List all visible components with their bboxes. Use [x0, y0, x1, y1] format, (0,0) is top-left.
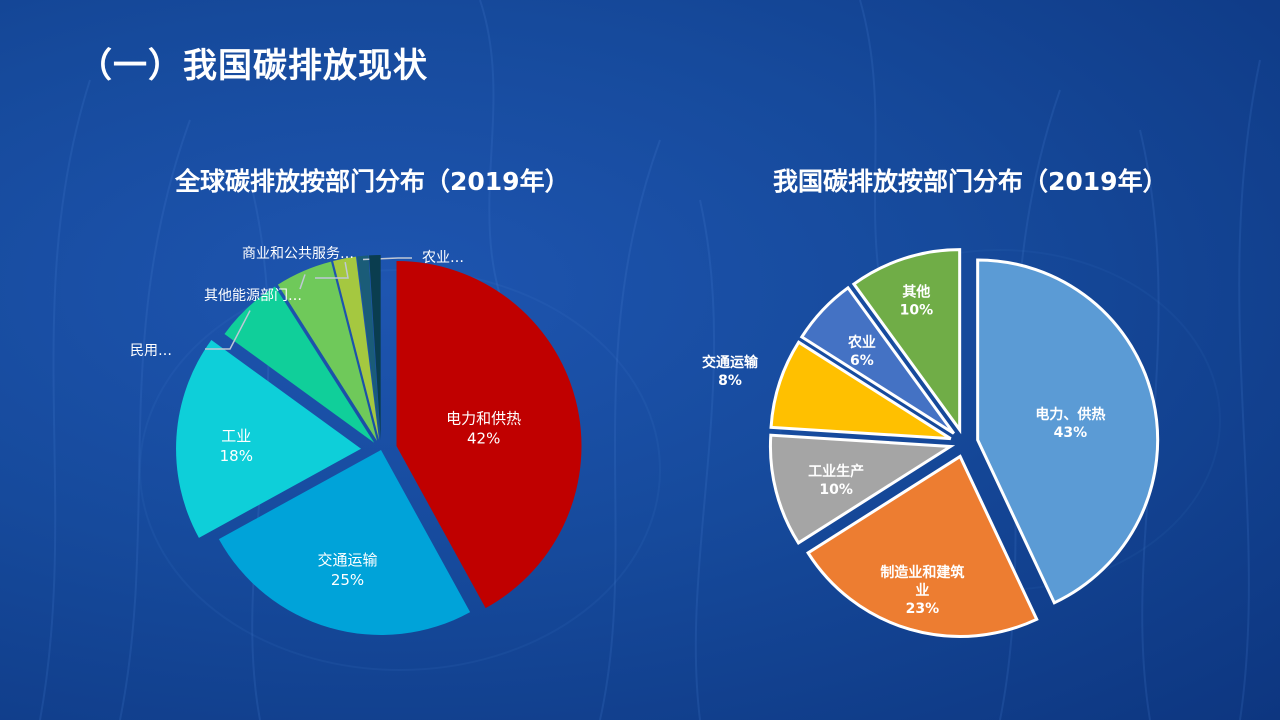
- global-label-2: 工业 18%: [220, 427, 253, 465]
- china-slice-5: [851, 248, 962, 435]
- china-label-0: 电力、供热 43%: [1035, 406, 1105, 441]
- global-label-1: 交通运输 25%: [318, 551, 378, 589]
- china-slice-0: [976, 258, 1160, 605]
- global-slice-4: [277, 261, 378, 441]
- china-chart-title: 我国碳排放按部门分布（2019年）: [773, 167, 1168, 196]
- global-leader-5: [315, 261, 349, 279]
- global-slice-0: [396, 261, 582, 609]
- global-outside-label-4: 其他能源部门…: [204, 288, 302, 304]
- global-slice-3: [224, 286, 375, 443]
- china-slice-1: [806, 454, 1039, 638]
- global-slice-5: [333, 256, 380, 441]
- global-chart-title: 全球碳排放按部门分布（2019年）: [175, 167, 570, 196]
- global-slice-6: [356, 255, 381, 441]
- china-label-4: 农业 6%: [847, 334, 876, 369]
- global-outside-label-6: 农业…: [422, 250, 464, 266]
- global-label-0: 电力和供热 42%: [446, 410, 521, 448]
- slide-title: （一）我国碳排放现状: [78, 46, 428, 86]
- global-slice-2: [176, 340, 362, 538]
- global-slice-7: [369, 255, 381, 441]
- global-outside-label-5: 商业和公共服务…: [242, 246, 354, 262]
- china-label-1: 制造业和建筑业 23%: [880, 564, 964, 617]
- global-leader-4: [299, 274, 306, 290]
- global-slice-1: [218, 450, 471, 636]
- global-leader-3: [205, 310, 251, 350]
- china-label-3: 交通运输 8%: [702, 354, 759, 389]
- china-label-2: 工业生产 10%: [808, 463, 864, 498]
- china-slice-2: [768, 433, 956, 546]
- china-slice-3: [769, 340, 952, 441]
- global-outside-label-3: 民用…: [130, 343, 172, 359]
- china-label-5: 其他 10%: [900, 284, 934, 319]
- china-slice-4: [799, 285, 956, 435]
